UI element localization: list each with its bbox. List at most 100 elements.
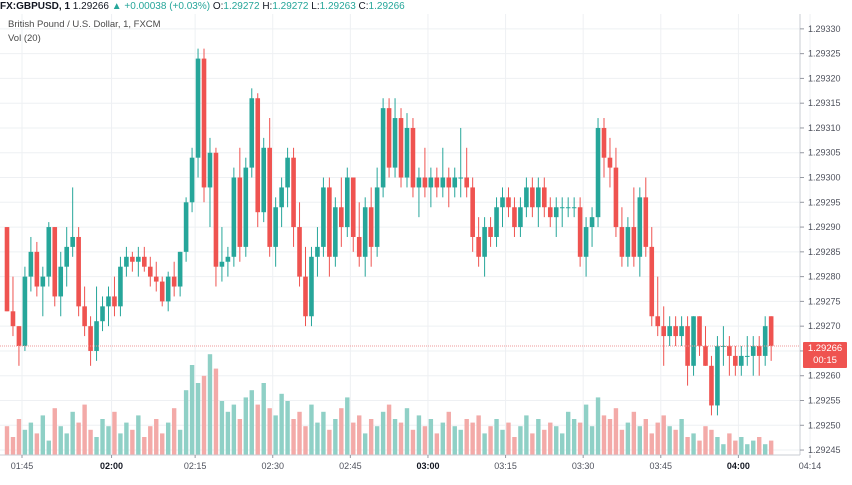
candle-body <box>195 58 201 158</box>
candle-body <box>237 177 243 247</box>
symbol-header: FX:GBPUSD, 1 1.29266 ▲ +0.00038 (+0.03%)… <box>0 0 852 13</box>
volume-bar <box>261 383 266 455</box>
volume-bar <box>691 433 696 455</box>
volume-bar <box>757 437 762 455</box>
price-tick-label: 1.29250 <box>808 420 841 430</box>
volume-bar <box>124 422 129 455</box>
volume-bar <box>291 419 296 455</box>
volume-bar <box>751 440 756 455</box>
candle-body <box>4 227 10 312</box>
volume-bar <box>16 419 22 455</box>
volume-bar <box>70 411 75 455</box>
candle-body <box>231 177 237 257</box>
volume-bar <box>571 419 577 455</box>
candle-body <box>428 177 434 188</box>
volume-bar <box>154 419 159 455</box>
open-value: 1.29272 <box>223 1 260 12</box>
candle-body <box>219 261 225 267</box>
volume-bar <box>392 419 398 455</box>
volume-bar <box>243 397 248 455</box>
volume-bar <box>721 444 726 455</box>
candle-body <box>356 236 362 257</box>
bar-countdown: 00:15 <box>813 355 837 366</box>
price-tick-label: 1.29280 <box>808 272 841 282</box>
volume-bar <box>165 422 171 455</box>
volume-bar <box>440 422 446 455</box>
volume-bar <box>160 433 165 455</box>
volume-bar <box>231 404 237 455</box>
volume-bar <box>279 393 284 455</box>
price-tick-label: 1.29270 <box>808 321 841 331</box>
price-tick-label: 1.29300 <box>808 173 841 183</box>
volume-bar <box>422 426 428 455</box>
price-tick-label: 1.29285 <box>808 247 841 257</box>
last-price: 1.29266 <box>72 1 109 12</box>
candle-body <box>410 127 416 188</box>
price-tick-label: 1.29290 <box>808 222 841 232</box>
high-label: H: <box>262 1 273 12</box>
volume-bar <box>703 426 708 455</box>
candle-body <box>613 167 619 228</box>
time-tick-label: 02:30 <box>261 461 284 471</box>
volume-bar <box>530 433 535 455</box>
candle-body <box>386 108 392 168</box>
candle-body <box>631 227 637 257</box>
candle-body <box>118 266 123 307</box>
symbol-name[interactable]: FX:GBPUSD, 1 <box>0 1 71 12</box>
time-tick-label: 03:30 <box>572 461 595 471</box>
volume-bar <box>637 426 643 455</box>
volume-bar <box>643 419 648 455</box>
candle-body <box>70 236 75 247</box>
volume-bar <box>452 426 457 455</box>
candle-body <box>100 306 105 322</box>
volume-bar <box>548 422 553 455</box>
candle-body <box>649 246 655 317</box>
volume-bar <box>82 404 87 455</box>
candle-body <box>368 207 374 247</box>
candle-body <box>350 177 356 237</box>
time-tick-label: 02:00 <box>100 461 123 471</box>
volume-indicator-label[interactable]: Vol (20) <box>8 33 41 44</box>
time-tick-label: 03:15 <box>494 461 517 471</box>
volume-bar <box>625 422 631 455</box>
candle-body <box>207 152 213 188</box>
candle-body <box>530 187 535 208</box>
low-value: 1.29263 <box>319 1 356 12</box>
volume-bar <box>297 411 302 455</box>
volume-bar <box>398 422 404 455</box>
volume-bar <box>118 433 123 455</box>
volume-bar <box>380 411 386 455</box>
price-tick-label: 1.29245 <box>808 445 841 455</box>
volume-bar <box>112 411 117 455</box>
volume-bar <box>171 408 177 455</box>
series-title[interactable]: British Pound / U.S. Dollar, 1, FXCM <box>8 19 161 30</box>
volume-bar <box>709 429 714 455</box>
volume-bar <box>739 437 744 455</box>
price-tick-label: 1.29320 <box>808 73 841 83</box>
candle-body <box>267 147 272 247</box>
candle-body <box>553 207 559 218</box>
volume-bar <box>22 429 28 455</box>
volume-bar <box>351 422 356 455</box>
candle-body <box>183 202 189 252</box>
candle-body <box>619 227 625 257</box>
candle-body <box>709 365 714 406</box>
volume-bar <box>368 419 374 455</box>
volume-bar <box>321 411 326 455</box>
candle-body <box>703 345 708 366</box>
volume-bar <box>601 415 607 455</box>
volume-bar <box>715 437 720 455</box>
candle-body <box>661 326 666 337</box>
candle-body <box>536 187 541 208</box>
volume-bar <box>554 426 559 455</box>
volume-bar <box>506 422 511 455</box>
candlestick-series <box>0 48 800 416</box>
candle-body <box>243 167 249 247</box>
volume-bar <box>655 422 660 455</box>
volume-bar <box>488 426 493 455</box>
change-arrow-icon: ▲ <box>111 1 122 12</box>
candle-body <box>589 217 595 228</box>
candle-body <box>547 207 553 218</box>
volume-bar <box>428 419 434 455</box>
